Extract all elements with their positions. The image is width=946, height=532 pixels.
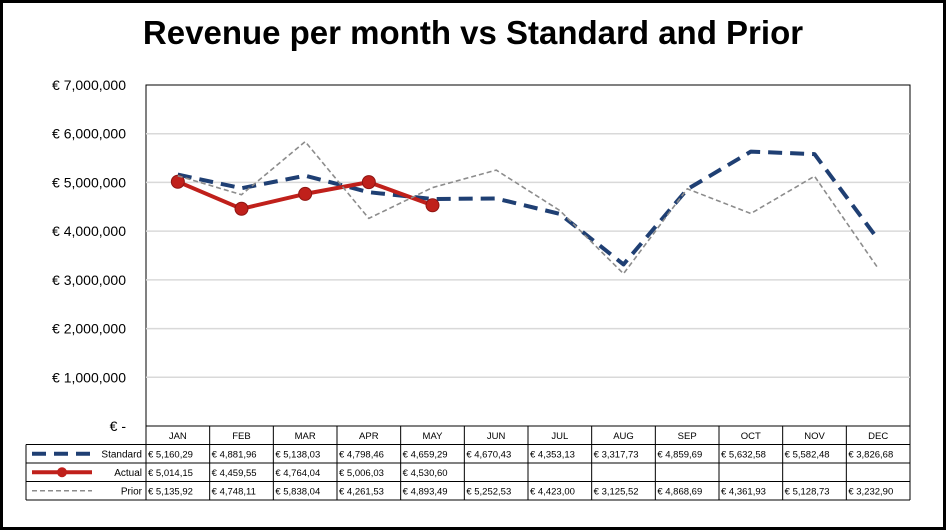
x-category-label: JAN <box>169 431 187 442</box>
table-cell-standard: € 3,826,68 <box>848 449 893 460</box>
y-tick-label: € 7,000,000 <box>52 77 126 93</box>
table-cell-standard: € 5,160,29 <box>148 449 193 460</box>
x-category-label: JUL <box>551 431 568 442</box>
series-line-prior <box>177 140 879 275</box>
x-category-label: APR <box>359 431 379 442</box>
x-category-label: SEP <box>678 431 697 442</box>
chart-title: Revenue per month vs Standard and Prior <box>142 14 804 51</box>
table-cell-prior: € 4,261,53 <box>339 486 384 497</box>
table-cell-standard: € 4,353,13 <box>530 449 575 460</box>
table-cell-prior: € 3,125,52 <box>594 486 639 497</box>
table-cell-prior: € 4,423,00 <box>530 486 575 497</box>
table-cell-prior: € 5,128,73 <box>785 486 830 497</box>
table-cell-standard: € 4,659,29 <box>403 449 448 460</box>
legend-label-actual: Actual <box>114 468 142 479</box>
table-cell-standard: € 4,881,96 <box>212 449 257 460</box>
table-cell-prior: € 4,893,49 <box>403 486 448 497</box>
data-point-actual <box>170 174 185 189</box>
x-category-label: MAY <box>423 431 444 442</box>
table-cell-prior: € 4,868,69 <box>657 486 702 497</box>
y-tick-label: € 3,000,000 <box>52 272 126 288</box>
legend-marker-actual <box>57 467 67 478</box>
data-point-actual <box>361 175 376 190</box>
table-cell-standard: € 5,138,03 <box>275 449 320 460</box>
table-cell-standard: € 4,798,46 <box>339 449 384 460</box>
table-cell-actual: € 4,764,04 <box>275 468 320 479</box>
data-point-actual <box>234 201 249 216</box>
x-category-label: FEB <box>232 431 250 442</box>
y-tick-label: € 4,000,000 <box>52 223 126 239</box>
table-cell-actual: € 4,530,60 <box>403 468 448 479</box>
y-tick-label: € 6,000,000 <box>52 126 126 142</box>
x-category-label: AUG <box>613 431 634 442</box>
legend-label-standard: Standard <box>101 449 142 460</box>
x-category-label: NOV <box>804 431 825 442</box>
table-cell-prior: € 5,252,53 <box>466 486 511 497</box>
table-cell-standard: € 3,317,73 <box>594 449 639 460</box>
x-category-label: OCT <box>741 431 761 442</box>
table-cell-prior: € 4,748,11 <box>212 486 256 497</box>
legend-label-prior: Prior <box>121 486 143 497</box>
data-point-actual <box>298 186 313 201</box>
x-category-label: JUN <box>487 431 506 442</box>
table-cell-prior: € 3,232,90 <box>848 486 893 497</box>
table-cell-standard: € 5,582,48 <box>785 449 830 460</box>
y-tick-label: € 1,000,000 <box>52 369 126 385</box>
table-cell-actual: € 5,006,03 <box>339 468 384 479</box>
table-cell-standard: € 4,859,69 <box>657 449 702 460</box>
table-cell-actual: € 5,014,15 <box>148 468 193 479</box>
y-tick-label: € 5,000,000 <box>52 174 126 190</box>
table-cell-standard: € 4,670,43 <box>466 449 511 460</box>
y-tick-label: € - <box>110 418 127 434</box>
x-category-label: MAR <box>295 431 316 442</box>
series-line-standard <box>177 149 880 267</box>
table-cell-prior: € 4,361,93 <box>721 486 766 497</box>
table-cell-prior: € 5,838,04 <box>275 486 320 497</box>
data-point-actual <box>425 198 440 213</box>
x-category-label: DEC <box>868 431 888 442</box>
table-cell-standard: € 5,632,58 <box>721 449 766 460</box>
y-tick-label: € 2,000,000 <box>52 321 126 337</box>
table-cell-actual: € 4,459,55 <box>212 468 257 479</box>
table-cell-prior: € 5,135,92 <box>148 486 193 497</box>
plot-area <box>145 84 911 427</box>
